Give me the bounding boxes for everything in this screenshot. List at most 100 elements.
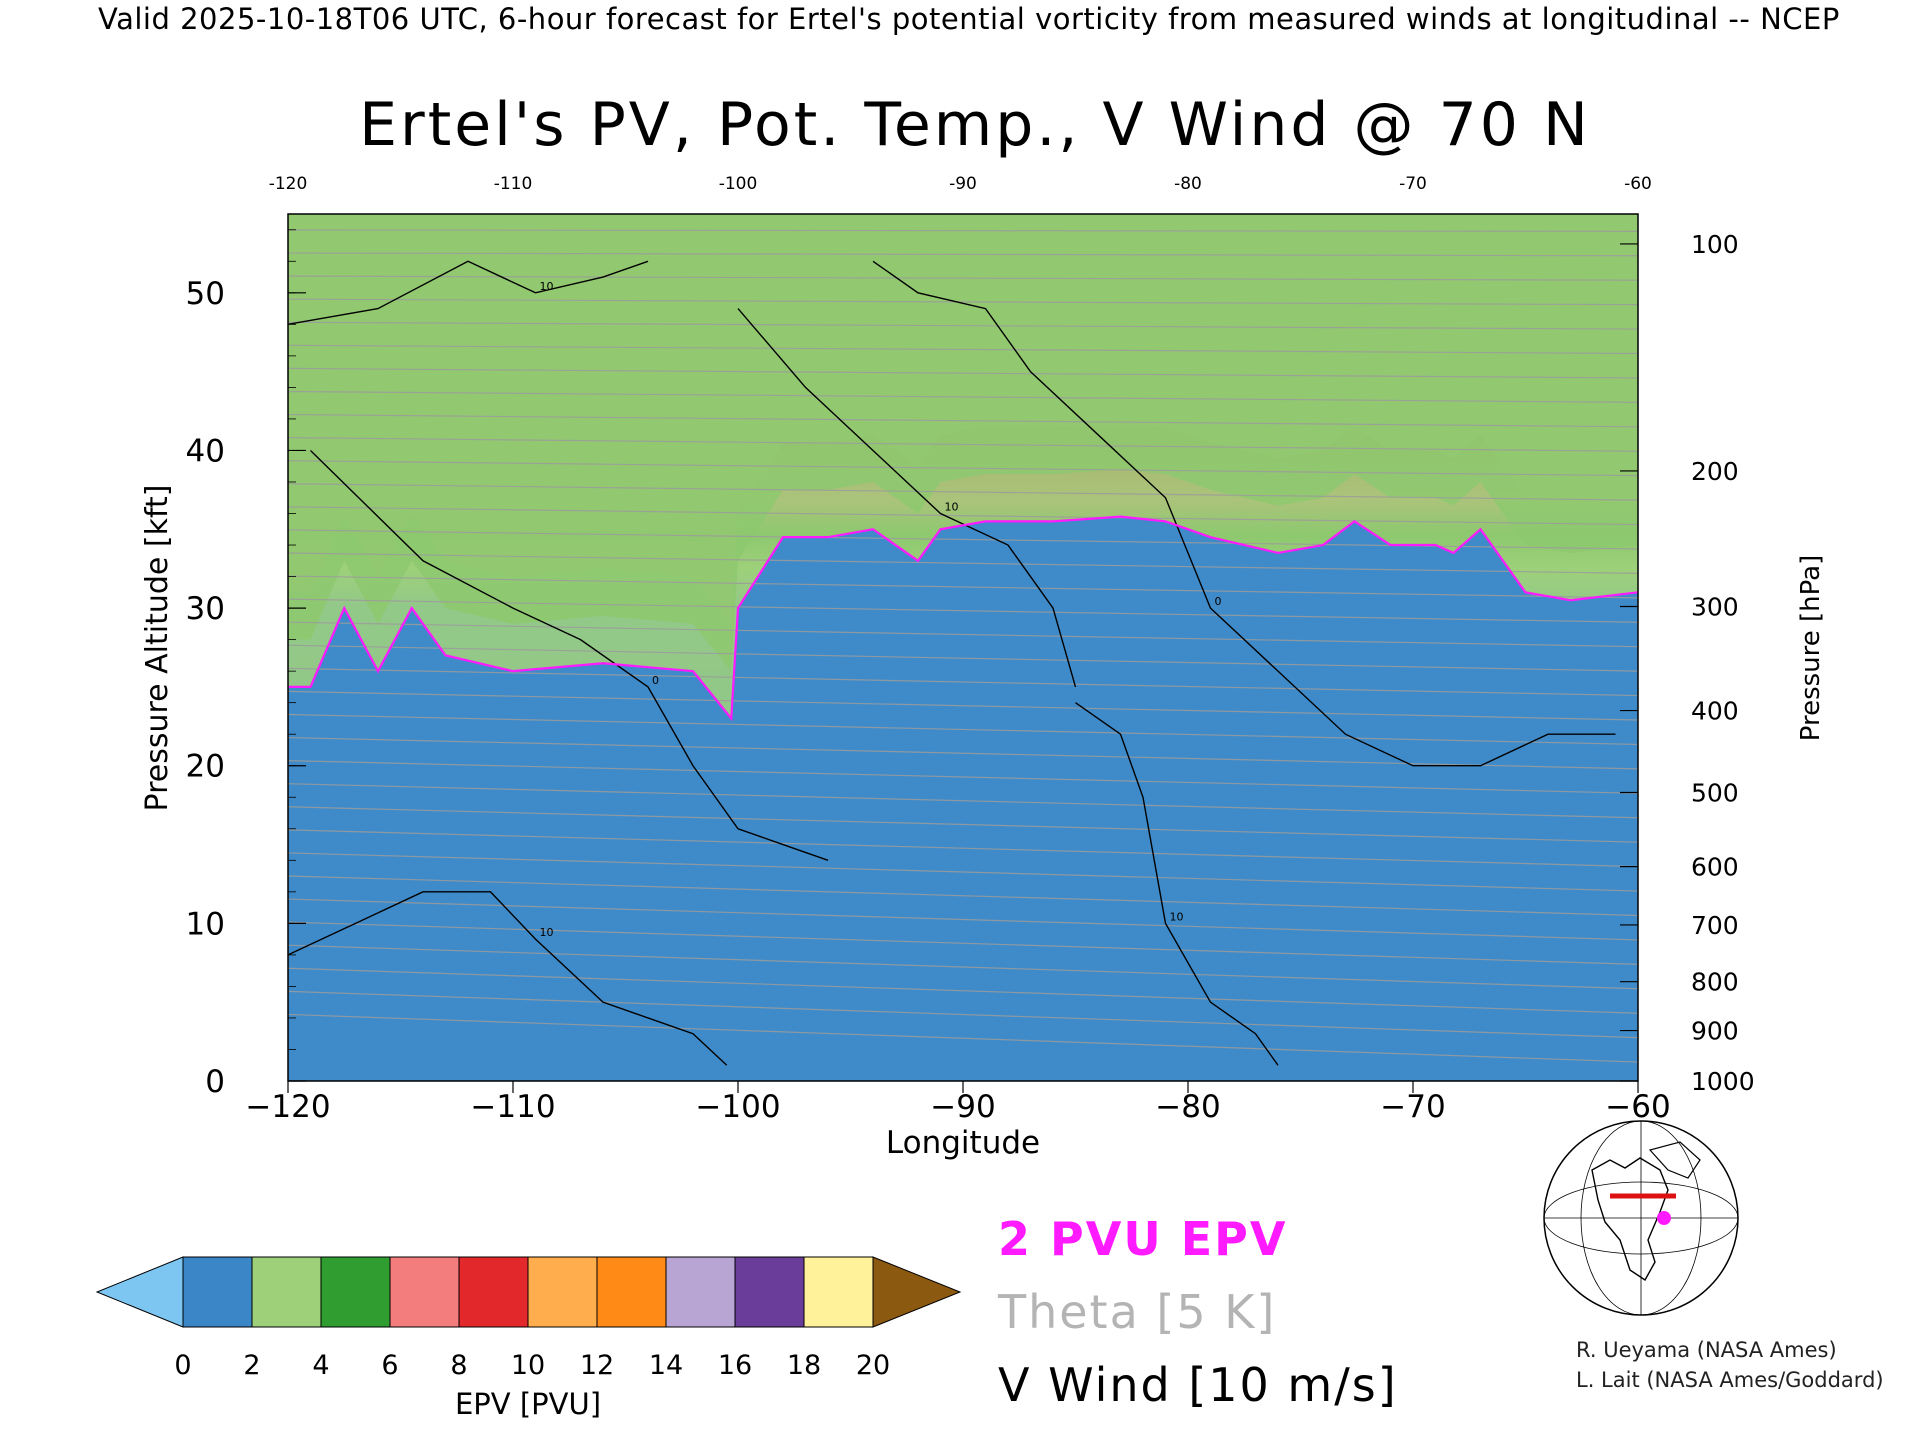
theta-isoline xyxy=(288,736,1638,770)
colorbar-segment xyxy=(803,1256,874,1328)
colorbar-tick-label: 8 xyxy=(450,1350,467,1381)
legend-theta-label: Theta [5 K] xyxy=(998,1285,1277,1339)
theta-isoline xyxy=(288,321,1638,330)
theta-isoline xyxy=(288,252,1638,257)
colorbar-tick-label: 12 xyxy=(580,1350,614,1381)
x-tick-label: −90 xyxy=(930,1089,995,1125)
pv-band-low xyxy=(288,516,1638,1081)
theta-isoline xyxy=(288,437,1638,452)
v-wind-contour-label: 10 xyxy=(540,926,554,939)
theta-isoline xyxy=(288,644,1638,672)
pressure-tick-label: 500 xyxy=(1691,779,1739,808)
pressure-tick-label: 600 xyxy=(1691,853,1739,882)
y-tick-label: 20 xyxy=(186,749,225,785)
top-tick-label: -110 xyxy=(494,174,533,194)
y-tick-label: 50 xyxy=(186,276,225,312)
theta-isoline xyxy=(288,598,1638,623)
theta-isoline xyxy=(288,921,1638,965)
colorbar-under-arrow xyxy=(95,1256,184,1328)
x-tick-label: −120 xyxy=(245,1089,330,1125)
header-text: Valid 2025-10-18T06 UTC, 6-hour forecast… xyxy=(98,2,1840,36)
v-wind-contour xyxy=(872,260,1616,767)
theta-isoline xyxy=(288,506,1638,526)
v-wind-contour-label: 10 xyxy=(1170,910,1184,923)
theta-isoline xyxy=(288,229,1638,232)
colorbar-segment xyxy=(251,1256,322,1328)
theta-isoline xyxy=(288,898,1638,941)
colorbar-segment xyxy=(665,1256,736,1328)
pressure-tick-label: 400 xyxy=(1691,697,1739,726)
pressure-tick-label: 200 xyxy=(1691,457,1739,486)
colorbar-segment xyxy=(320,1256,391,1328)
x-tick-label: −110 xyxy=(470,1089,555,1125)
y-tick-label: 40 xyxy=(186,433,225,469)
theta-isoline xyxy=(288,460,1638,477)
x-tick-label: −100 xyxy=(695,1089,780,1125)
top-tick-label: -60 xyxy=(1624,174,1652,194)
pressure-tick-label: 900 xyxy=(1691,1017,1739,1046)
pressure-tick-label: 100 xyxy=(1691,230,1739,259)
top-tick-label: -100 xyxy=(719,174,758,194)
top-tick-label: -70 xyxy=(1399,174,1427,194)
colorbar-segment xyxy=(734,1256,805,1328)
top-tick-label: -80 xyxy=(1174,174,1202,194)
y-axis-label-left: Pressure Altitude [kft] xyxy=(140,485,175,812)
locator-map xyxy=(1543,1120,1739,1316)
x-tick-label: −80 xyxy=(1155,1089,1220,1125)
colorbar-segment xyxy=(458,1256,529,1328)
top-tick-label: -90 xyxy=(949,174,977,194)
x-tick-label: −60 xyxy=(1605,1089,1670,1125)
theta-isoline xyxy=(288,829,1638,868)
colorbar-label: EPV [PVU] xyxy=(455,1387,601,1421)
colorbar-tick-label: 16 xyxy=(718,1350,752,1381)
theta-isoline xyxy=(288,875,1638,917)
colorbar-tick-label: 2 xyxy=(243,1350,260,1381)
pressure-tick-label: 700 xyxy=(1691,911,1739,940)
theta-isoline xyxy=(288,1013,1638,1063)
pv-2pvu-line xyxy=(288,515,1638,722)
credit-line-2: L. Lait (NASA Ames/Goddard) xyxy=(1576,1368,1884,1392)
v-wind-contour xyxy=(288,260,649,326)
chart-title: Ertel's PV, Pot. Temp., V Wind @ 70 N xyxy=(359,90,1591,160)
theta-isoline xyxy=(288,852,1638,892)
theta-isoline xyxy=(288,483,1638,501)
colorbar-segment xyxy=(182,1256,253,1328)
theta-isoline xyxy=(288,713,1638,746)
v-wind-contour xyxy=(288,891,728,1066)
theta-isoline xyxy=(288,783,1638,819)
theta-isoline xyxy=(288,552,1638,575)
colorbar-tick-label: 4 xyxy=(312,1350,329,1381)
colorbar-segment xyxy=(596,1256,667,1328)
top-tick-label: -120 xyxy=(269,174,308,194)
theta-isoline xyxy=(288,413,1638,428)
v-wind-contour xyxy=(310,449,829,861)
v-wind-contour-label: 0 xyxy=(652,674,659,687)
theta-isoline xyxy=(288,344,1638,355)
v-wind-contour xyxy=(1075,702,1279,1066)
theta-isoline xyxy=(288,367,1638,379)
theta-isoline xyxy=(288,967,1638,1014)
theta-isoline xyxy=(288,760,1638,794)
v-wind-contour-label: 10 xyxy=(540,280,554,293)
colorbar-segment xyxy=(389,1256,460,1328)
theta-isoline xyxy=(288,944,1638,990)
credit-line-1: R. Ueyama (NASA Ames) xyxy=(1576,1338,1837,1362)
colorbar-tick-label: 10 xyxy=(511,1350,545,1381)
theta-isoline xyxy=(288,806,1638,843)
v-wind-contour-label: 10 xyxy=(945,501,959,514)
theta-isoline xyxy=(288,690,1638,721)
x-axis-label: Longitude xyxy=(886,1125,1040,1161)
theta-isoline xyxy=(288,390,1638,403)
v-wind-contour xyxy=(737,308,1077,688)
y-tick-label: 10 xyxy=(186,906,225,942)
colorbar-segment xyxy=(527,1256,598,1328)
colorbar-tick-label: 6 xyxy=(381,1350,398,1381)
theta-isoline xyxy=(288,575,1638,599)
legend-pv-label: 2 PVU EPV xyxy=(998,1212,1288,1266)
theta-isoline xyxy=(288,621,1638,648)
y-tick-label: 0 xyxy=(205,1064,225,1100)
colorbar-tick-label: 14 xyxy=(649,1350,683,1381)
colorbar-tick-label: 0 xyxy=(174,1350,191,1381)
theta-isoline xyxy=(288,298,1638,306)
